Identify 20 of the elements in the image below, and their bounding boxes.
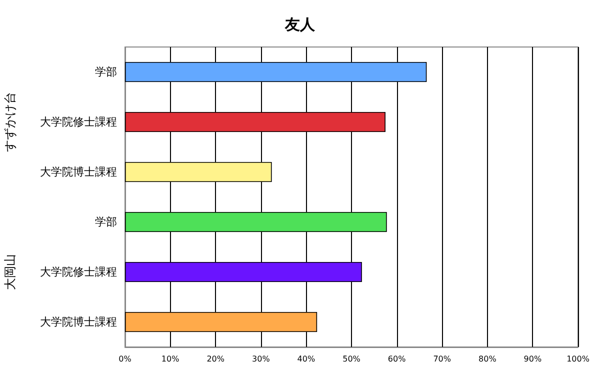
x-tick-label: 20%: [206, 354, 225, 364]
x-tick-label: 50%: [342, 354, 361, 364]
y-tick-label: 学部: [95, 216, 117, 228]
x-tick-label: 90%: [524, 354, 542, 364]
text: 大岡山: [3, 254, 17, 290]
x-tick-label: 40%: [297, 354, 316, 364]
text: すずかけ台: [3, 92, 17, 152]
y-tick-label: 大学院修士課程: [40, 116, 117, 128]
y-tick-label: 大学院博士課程: [40, 166, 117, 178]
x-tick-label: 10%: [161, 354, 180, 364]
x-tick-label: 70%: [433, 354, 452, 364]
x-tick-label: 30%: [252, 354, 270, 364]
x-tick-label: 80%: [478, 354, 497, 364]
x-tick-label: 100%: [566, 354, 590, 364]
y-tick-label: 学部: [95, 66, 117, 78]
x-tick-label: 60%: [388, 354, 406, 364]
y-tick-label: 大学院博士課程: [40, 316, 117, 328]
y-tick-label: 大学院修士課程: [40, 266, 117, 278]
chart-title: 友人: [284, 16, 316, 34]
x-tick-label: 0%: [118, 354, 132, 364]
